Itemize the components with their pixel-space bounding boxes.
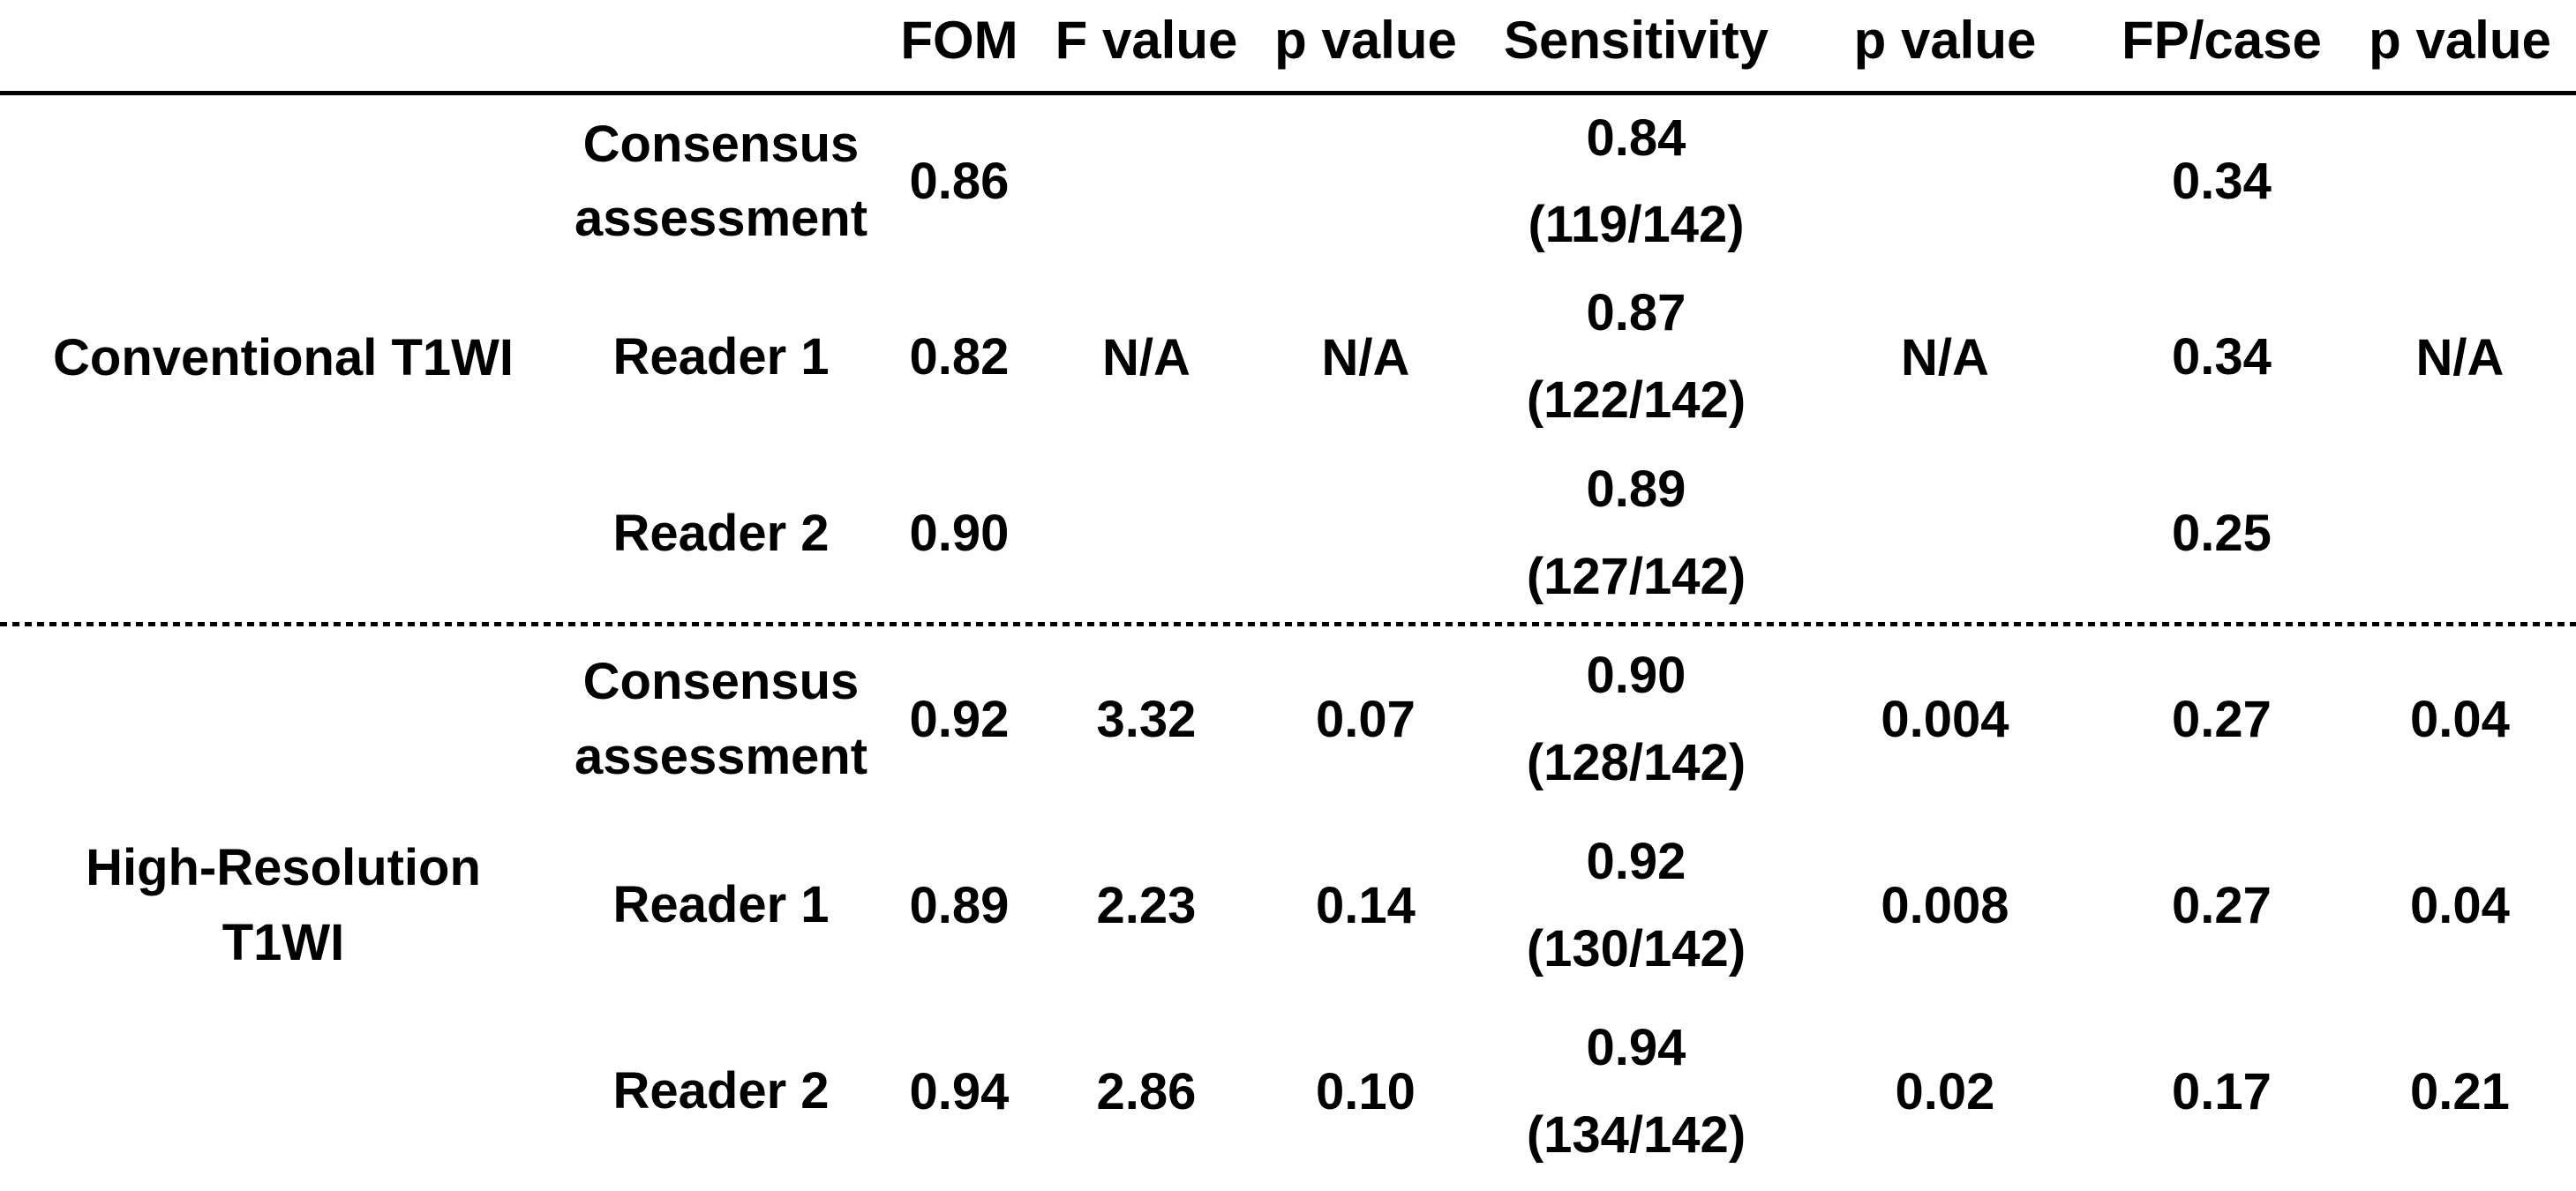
table-row-reader1-highres: Reader 1 0.89 2.23 0.14 0.92 (130/142) 0… <box>0 813 2576 999</box>
cell-fom: 0.90 <box>909 505 1010 563</box>
header-f-value: F value <box>1043 0 1250 95</box>
cell-f-value: 2.86 <box>1096 1062 1197 1120</box>
group-high-resolution-t1wi: High-Resolution T1WI Consensus assessmen… <box>0 626 2576 1185</box>
cell-p-value-sensitivity-merged: N/A <box>1901 329 1989 387</box>
block-divider <box>0 622 2576 626</box>
sensitivity-value: 0.94 <box>1586 1018 1686 1076</box>
cell-p-value-sensitivity: 0.02 <box>1895 1062 1995 1120</box>
cell-fp-case: 0.27 <box>2172 876 2272 934</box>
cell-p-value-fom: 0.10 <box>1316 1062 1416 1120</box>
cell-p-value-sensitivity: 0.008 <box>1881 876 2009 934</box>
sensitivity-fraction: (134/142) <box>1526 1105 1746 1164</box>
cell-fom: 0.92 <box>909 690 1010 748</box>
cell-sensitivity: 0.90 (128/142) <box>1482 626 1791 813</box>
row-label: Consensus assessment <box>574 653 868 785</box>
cell-p-value-fom: 0.14 <box>1316 876 1416 934</box>
cell-p-value-fp: 0.04 <box>2410 876 2510 934</box>
sensitivity-fraction: (127/142) <box>1526 548 1746 605</box>
cell-sensitivity: 0.92 (130/142) <box>1482 813 1791 999</box>
dashed-divider-row <box>0 622 2576 626</box>
sensitivity-value: 0.84 <box>1586 109 1686 167</box>
header-sensitivity: Sensitivity <box>1482 0 1791 95</box>
cell-p-value-fp: 0.04 <box>2410 690 2510 748</box>
cell-f-value: 2.23 <box>1096 876 1197 934</box>
cell-fp-case: 0.25 <box>2172 505 2272 563</box>
cell-fp-case: 0.34 <box>2172 153 2272 211</box>
header-p-value-fp: p value <box>2344 0 2576 95</box>
header-reader-empty <box>567 0 875 95</box>
sensitivity-fraction: (130/142) <box>1526 919 1746 978</box>
table-row-consensus-conventional: Conventional T1WI Consensus assessment 0… <box>0 93 2576 387</box>
row-label: Reader 2 <box>612 1062 830 1120</box>
table-header: FOM F value p value Sensitivity p value … <box>0 0 2576 95</box>
cell-f-value: 3.32 <box>1096 690 1197 748</box>
header-fom: FOM <box>875 0 1043 95</box>
header-row: FOM F value p value Sensitivity p value … <box>0 0 2576 95</box>
cell-f-value-merged: N/A <box>1102 329 1190 387</box>
table-row-reader2-highres: Reader 2 0.94 2.86 0.10 0.94 (134/142) 0… <box>0 999 2576 1185</box>
row-label: Consensus assessment <box>574 116 868 248</box>
cell-fom: 0.89 <box>909 876 1010 934</box>
row-label: Reader 2 <box>612 504 830 562</box>
cell-sensitivity: 0.89 (127/142) <box>1482 446 1791 622</box>
header-fp-case: FP/case <box>2099 0 2344 95</box>
dashed-divider-line <box>0 622 2576 626</box>
cell-fom: 0.94 <box>909 1062 1010 1120</box>
sensitivity-value: 0.90 <box>1586 646 1686 704</box>
table-row-consensus-highres: High-Resolution T1WI Consensus assessmen… <box>0 626 2576 971</box>
cell-fom: 0.86 <box>909 153 1010 211</box>
sensitivity-fraction: (119/142) <box>1528 196 1745 254</box>
cell-sensitivity: 0.84 (119/142) <box>1482 93 1791 269</box>
cell-p-value-fp-merged: N/A <box>2415 329 2505 387</box>
table-row-reader2-conventional: Reader 2 0.90 0.89 (127/142) 0.25 <box>0 446 2576 622</box>
cell-sensitivity: 0.94 (134/142) <box>1482 999 1791 1185</box>
group-label-conventional: Conventional T1WI <box>53 329 514 387</box>
cell-fp-case: 0.27 <box>2172 690 2272 748</box>
row-label: Reader 1 <box>612 876 830 934</box>
cell-p-value-fom: 0.07 <box>1316 690 1416 748</box>
cell-fom: 0.82 <box>909 328 1010 386</box>
cell-fp-case: 0.34 <box>2172 328 2272 386</box>
table-row-reader1-conventional: Reader 1 0.82 0.87 (122/142) 0.34 <box>0 269 2576 446</box>
header-p-value-sensitivity: p value <box>1791 0 2099 95</box>
group-label-high-resolution: High-Resolution T1WI <box>86 839 481 971</box>
sensitivity-value: 0.89 <box>1586 461 1686 519</box>
cell-sensitivity: 0.87 (122/142) <box>1482 269 1791 446</box>
sensitivity-value: 0.92 <box>1586 832 1686 890</box>
cell-p-value-fp: 0.21 <box>2410 1062 2510 1120</box>
cell-fp-case: 0.17 <box>2172 1062 2272 1120</box>
group-conventional-t1wi: Conventional T1WI Consensus assessment 0… <box>0 93 2576 622</box>
sensitivity-value: 0.87 <box>1586 284 1686 342</box>
sensitivity-fraction: (122/142) <box>1526 371 1746 429</box>
header-p-value-fom: p value <box>1250 0 1482 95</box>
sensitivity-fraction: (128/142) <box>1526 733 1746 791</box>
header-modality-empty <box>0 0 567 95</box>
cell-p-value-sensitivity: 0.004 <box>1881 690 2009 748</box>
cell-p-value-fom-merged: N/A <box>1321 329 1410 387</box>
row-label: Reader 1 <box>612 327 830 386</box>
